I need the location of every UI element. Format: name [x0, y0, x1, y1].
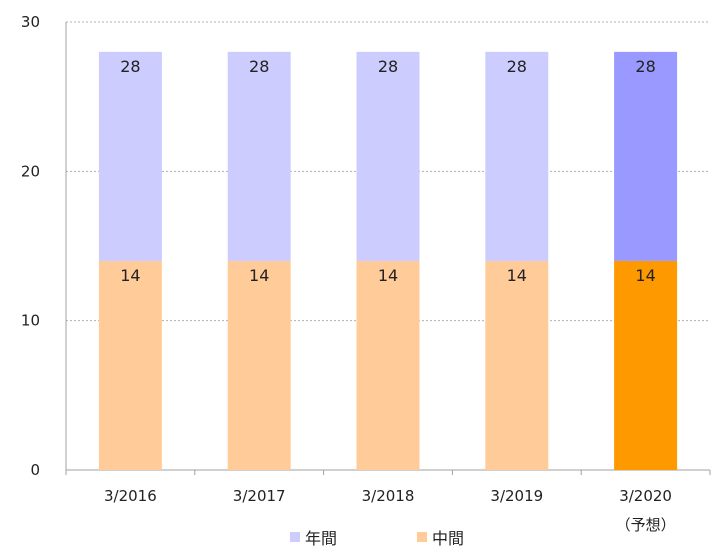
bar-annual: [356, 51, 420, 261]
bar-interim: [614, 260, 678, 470]
legend-item-interim: 中間: [417, 525, 464, 549]
bar-interim: [356, 260, 420, 470]
x-tick-label: 3/2018: [362, 487, 415, 505]
data-label-annual: 28: [120, 57, 140, 76]
x-tick-label: 3/2017: [233, 487, 286, 505]
data-label-interim: 14: [120, 266, 140, 285]
x-tick-sublabel: （予想）: [616, 516, 676, 534]
bar-interim: [98, 260, 162, 470]
data-label-interim: 14: [635, 266, 655, 285]
data-label-interim: 14: [507, 266, 527, 285]
data-label-interim: 14: [378, 266, 398, 285]
bar-interim: [485, 260, 549, 470]
y-tick-label: 30: [21, 13, 40, 31]
data-label-interim: 14: [249, 266, 269, 285]
y-tick-label: 10: [21, 312, 40, 330]
data-label-annual: 28: [249, 57, 269, 76]
data-label-annual: 28: [507, 57, 527, 76]
legend-swatch-annual: [290, 532, 300, 542]
x-tick-label: 3/2019: [490, 487, 543, 505]
x-tick-label: 3/2016: [104, 487, 157, 505]
legend: 年間 中間: [290, 526, 464, 548]
bar-annual: [485, 51, 549, 261]
x-tick-label: 3/2020: [619, 487, 672, 505]
data-label-annual: 28: [635, 57, 655, 76]
data-label-annual: 28: [378, 57, 398, 76]
bar-annual: [98, 51, 162, 261]
legend-item-annual: 年間: [290, 525, 337, 549]
bar-annual: [227, 51, 291, 261]
legend-label-interim: 中間: [432, 529, 465, 548]
y-tick-label: 0: [30, 461, 40, 479]
y-tick-label: 20: [21, 162, 40, 180]
bar-interim: [227, 260, 291, 470]
legend-label-annual: 年間: [305, 529, 338, 548]
legend-swatch-interim: [417, 532, 428, 542]
bar-annual: [614, 51, 678, 261]
